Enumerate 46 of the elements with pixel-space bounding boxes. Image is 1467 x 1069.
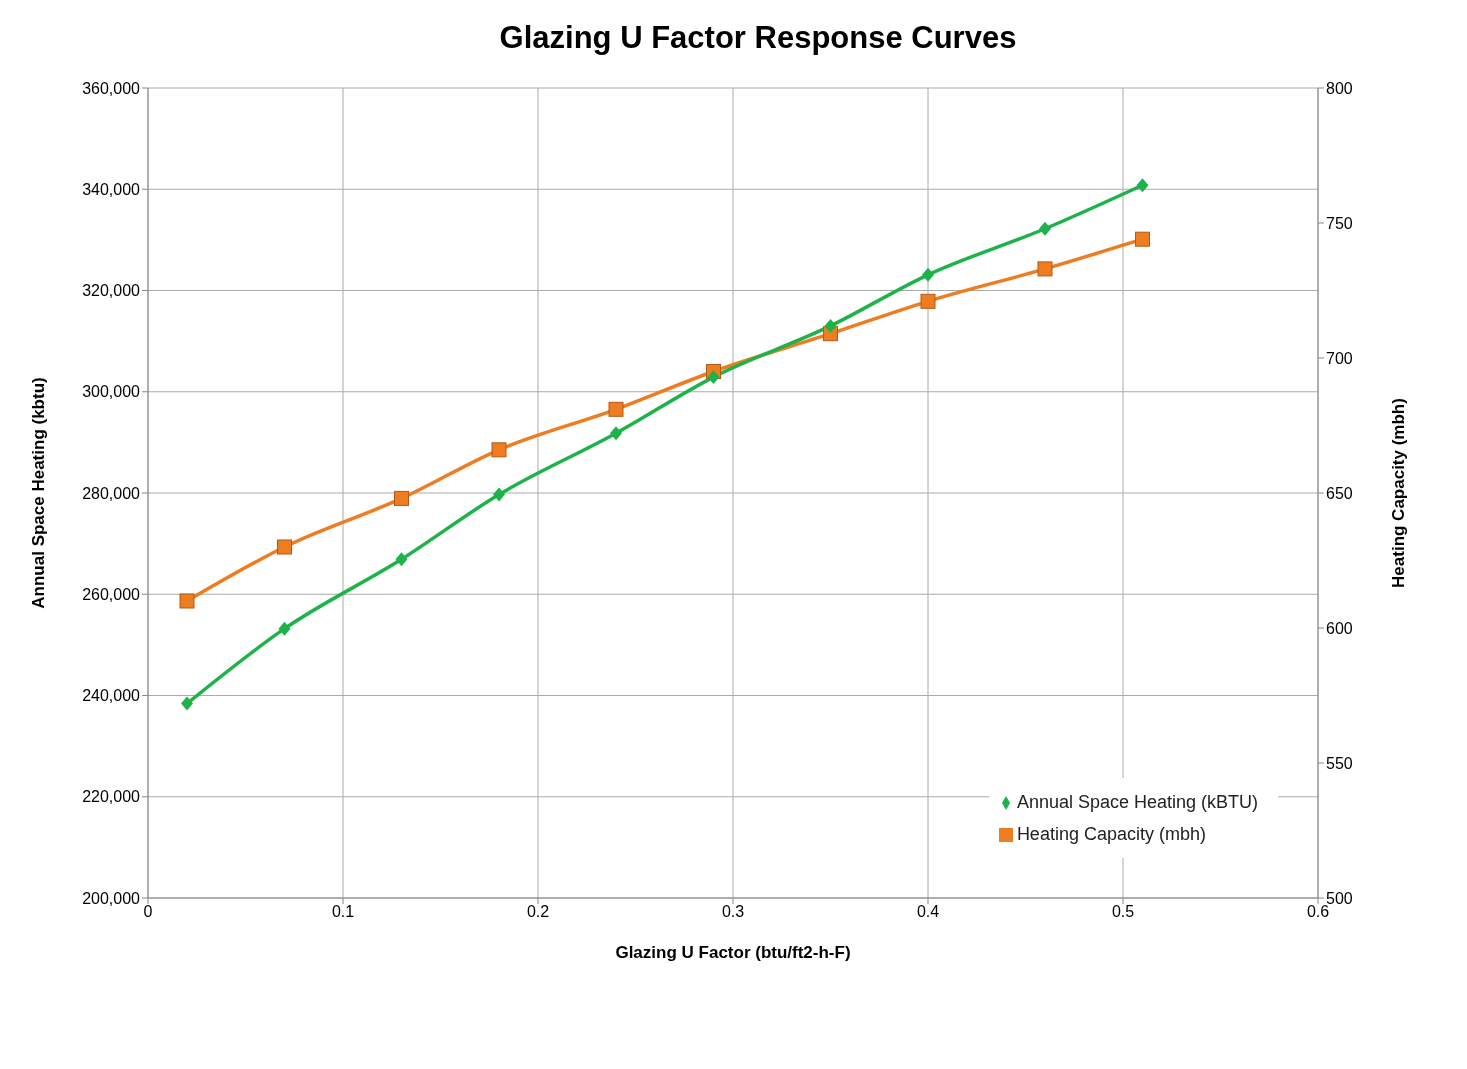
x-tick-label: 0.4 (916, 903, 940, 921)
point (277, 539, 292, 555)
y2-tick-label: 750 (1326, 214, 1353, 232)
x-tick-label: 0.1 (331, 903, 355, 921)
x-axis-title: Glazing U Factor (btu/ft2-h-F) (615, 943, 851, 962)
chart-title: Glazing U Factor Response Curves (498, 19, 1018, 57)
y2-tick-label: 650 (1326, 484, 1353, 502)
x-tick-label: 0 (143, 903, 153, 921)
point (395, 552, 408, 567)
x-tick-label: 0.5 (1111, 903, 1135, 921)
x-tick-label: 0.3 (721, 903, 745, 921)
y-tick-label: 360,000 (82, 79, 141, 97)
legend-label: Annual Space Heating (kBTU) (1016, 792, 1258, 812)
y-tick-label: 340,000 (82, 180, 141, 198)
point (1037, 261, 1053, 277)
point (1136, 178, 1149, 193)
y-tick-label: 320,000 (82, 282, 141, 300)
y2-tick-label: 800 (1326, 79, 1353, 97)
point (181, 696, 193, 711)
point (610, 426, 622, 441)
x-tick-label: 0.6 (1306, 903, 1330, 921)
point (920, 293, 936, 309)
y-axis-title: Annual Space Heating (kbtu) (29, 377, 49, 609)
point (491, 442, 507, 458)
y2-tick-label: 700 (1326, 349, 1353, 367)
point (1135, 231, 1150, 247)
y2-axis-title: Heating Capacity (mbh) (1389, 398, 1409, 588)
y-tick-label: 280,000 (82, 484, 141, 502)
legend-label: Heating Capacity (mbh) (1016, 824, 1206, 844)
point (278, 621, 291, 636)
y-tick-label: 300,000 (82, 383, 141, 401)
x-tick-label: 0.2 (526, 903, 550, 921)
y2-tick-label: 600 (1326, 619, 1353, 637)
y-tick-label: 240,000 (82, 687, 141, 705)
y-tick-label: 260,000 (82, 585, 141, 603)
y-tick-label: 220,000 (82, 788, 141, 806)
point (1039, 221, 1051, 236)
point (394, 490, 409, 506)
point (824, 318, 837, 333)
point (179, 593, 195, 609)
point (608, 401, 624, 417)
point (707, 370, 720, 385)
y2-tick-label: 550 (1326, 754, 1353, 772)
y-tick-label: 200,000 (82, 889, 141, 907)
point (493, 487, 505, 502)
point (922, 267, 934, 282)
